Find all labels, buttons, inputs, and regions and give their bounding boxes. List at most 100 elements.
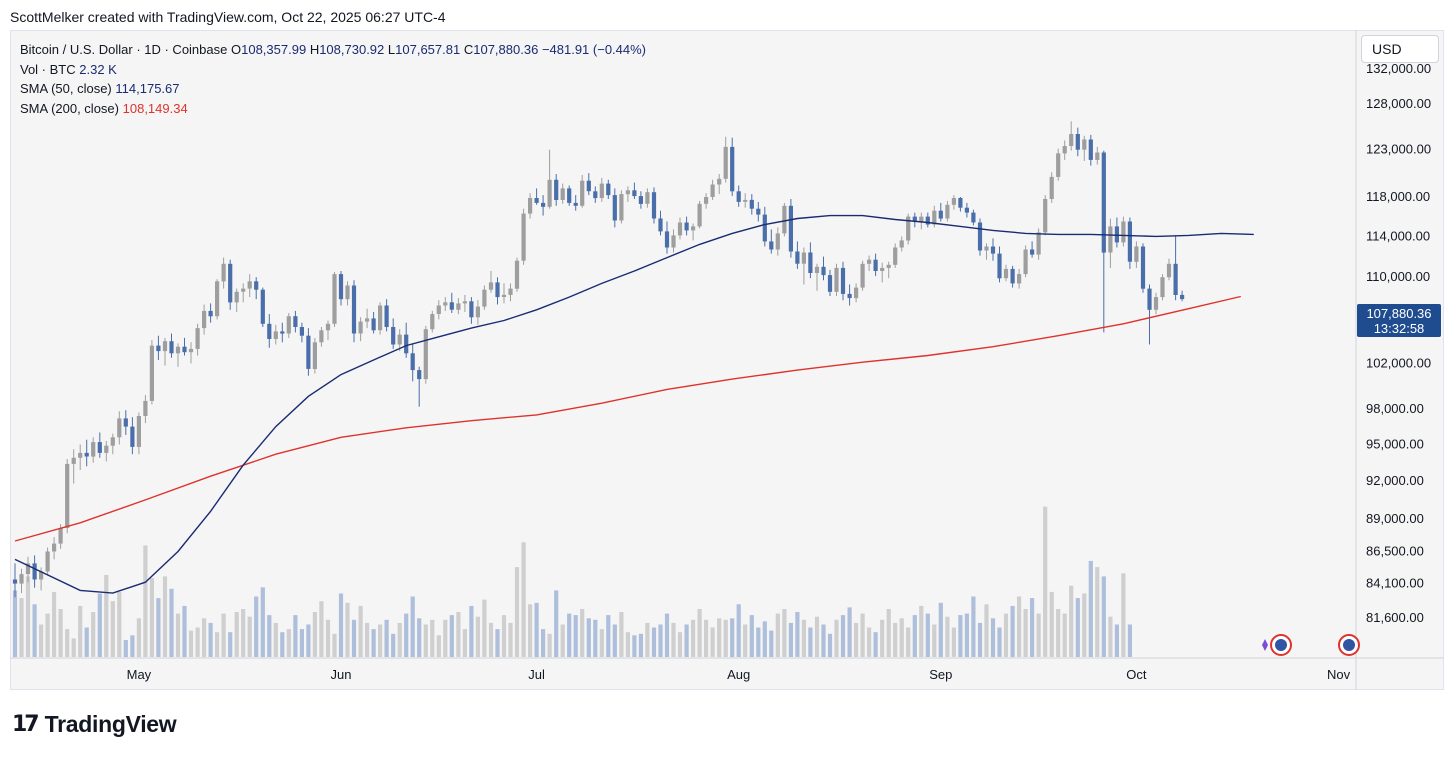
legend-volume-row[interactable]: Vol · BTC 2.32 K bbox=[20, 60, 646, 80]
candle bbox=[736, 185, 741, 207]
price-chart[interactable]: 132,000.00 128,000.00 123,000.00 118,000.00… bbox=[0, 0, 1456, 700]
low-value: 107,657.81 bbox=[395, 42, 461, 57]
chart-legend: Bitcoin / U.S. Dollar · 1D · Coinbase O1… bbox=[20, 40, 646, 118]
candle bbox=[984, 243, 989, 260]
volume-bar bbox=[338, 593, 344, 657]
volume-bar bbox=[736, 604, 741, 657]
candle bbox=[299, 322, 304, 343]
candle bbox=[1082, 135, 1087, 161]
candle bbox=[1030, 241, 1035, 258]
price-tick-label: 89,000.00 bbox=[1366, 511, 1424, 526]
candle bbox=[645, 188, 650, 208]
volume-bar bbox=[195, 627, 200, 657]
volume-bar bbox=[762, 621, 767, 657]
candle bbox=[228, 259, 233, 310]
volume-bar bbox=[808, 627, 813, 657]
candle bbox=[117, 411, 122, 445]
sma200-line bbox=[14, 295, 1241, 542]
volume-bar bbox=[175, 613, 181, 657]
legend-sma50-row[interactable]: SMA (50, close) 114,175.67 bbox=[20, 79, 646, 99]
candle bbox=[1166, 258, 1172, 281]
volume-bar bbox=[1082, 593, 1087, 657]
time-tick-label: Nov bbox=[1327, 667, 1351, 682]
candle bbox=[997, 246, 1002, 283]
volume-bar bbox=[658, 624, 663, 657]
volume-bar bbox=[567, 613, 572, 657]
volume-bar bbox=[136, 618, 141, 658]
candle bbox=[188, 342, 194, 364]
high-value: 108,730.92 bbox=[319, 42, 385, 57]
candle bbox=[260, 287, 265, 327]
volume-bar bbox=[619, 612, 624, 657]
open-value: 108,357.99 bbox=[241, 42, 307, 57]
volume-bar bbox=[958, 615, 963, 657]
candle bbox=[391, 318, 396, 349]
candle bbox=[671, 229, 676, 253]
volume-bar bbox=[775, 613, 780, 657]
candle bbox=[1056, 148, 1061, 181]
us-flag-event-icon-inner bbox=[1275, 639, 1287, 651]
candle bbox=[104, 440, 109, 462]
candle bbox=[267, 314, 272, 348]
candle bbox=[1121, 216, 1126, 247]
chart-panel[interactable] bbox=[10, 30, 1444, 690]
currency-button[interactable]: USD bbox=[1361, 35, 1439, 63]
candle bbox=[945, 200, 950, 222]
candle bbox=[951, 195, 956, 210]
volume-bar bbox=[938, 602, 943, 658]
volume-bar bbox=[1010, 605, 1015, 658]
volume-bar bbox=[1056, 609, 1061, 657]
volume-bar bbox=[860, 613, 865, 657]
candle bbox=[977, 218, 983, 256]
candle bbox=[378, 302, 383, 335]
volume-bar bbox=[801, 619, 806, 657]
sma200-value: 108,149.34 bbox=[122, 100, 188, 116]
volume-bar bbox=[521, 542, 526, 657]
volume-bar bbox=[52, 591, 57, 657]
candle bbox=[456, 298, 461, 315]
volume-bar bbox=[651, 627, 657, 657]
sma50-line bbox=[14, 214, 1254, 594]
price-tick-label: 95,000.00 bbox=[1366, 437, 1424, 452]
candle bbox=[195, 323, 200, 356]
volume-bar bbox=[886, 609, 891, 657]
candle bbox=[893, 243, 898, 268]
volume-bar bbox=[149, 578, 154, 657]
candle bbox=[156, 335, 161, 360]
candle bbox=[1114, 217, 1119, 248]
legend-sma200-row[interactable]: SMA (200, close) 108,149.34 bbox=[20, 99, 646, 119]
volume-bar bbox=[677, 632, 683, 657]
volume-bar bbox=[351, 619, 357, 657]
candle bbox=[730, 137, 735, 197]
candle bbox=[1062, 140, 1067, 160]
volume-bar bbox=[501, 615, 507, 657]
candle bbox=[769, 229, 774, 254]
candle bbox=[971, 209, 976, 226]
volume-bar bbox=[162, 576, 168, 657]
volume-bar bbox=[547, 633, 552, 658]
candle bbox=[795, 241, 800, 269]
volume-bar bbox=[110, 601, 115, 657]
volume-bar bbox=[788, 622, 793, 657]
tradingview-logo[interactable]: 17 TradingView bbox=[12, 710, 177, 737]
volume-bar bbox=[267, 615, 272, 657]
volume-bar bbox=[462, 629, 467, 657]
volume-bar bbox=[273, 622, 278, 657]
candle bbox=[990, 238, 996, 261]
candle bbox=[1049, 172, 1054, 203]
last-price-value: 107,880.36 bbox=[1366, 306, 1432, 321]
candle bbox=[91, 437, 96, 463]
sma200-label: SMA (200, close) bbox=[20, 100, 119, 116]
tradingview-logo-text: TradingView bbox=[44, 710, 177, 737]
volume-bar bbox=[1095, 567, 1100, 657]
volume-bar bbox=[756, 627, 761, 657]
candle bbox=[482, 285, 487, 310]
candle bbox=[840, 261, 846, 301]
volume-bar bbox=[769, 630, 774, 657]
legend-symbol-row: Bitcoin / U.S. Dollar · 1D · Coinbase O1… bbox=[20, 40, 646, 60]
open-label: O bbox=[230, 42, 242, 57]
volume-bar bbox=[443, 619, 448, 657]
candle bbox=[723, 136, 728, 183]
candle bbox=[1088, 134, 1093, 166]
volume-bar bbox=[984, 604, 989, 657]
